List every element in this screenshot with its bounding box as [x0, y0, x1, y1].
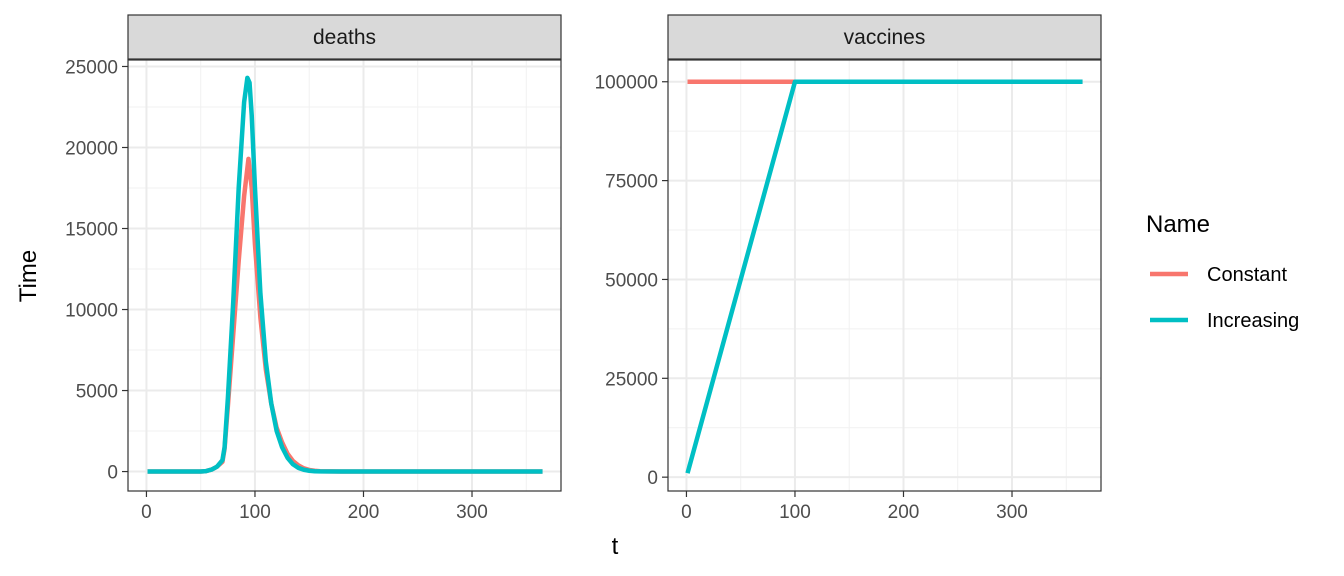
plot-background [128, 60, 561, 491]
x-tick-label: 0 [141, 502, 152, 523]
y-axis-title: Time [15, 250, 42, 302]
x-tick-label: 100 [779, 502, 811, 523]
series-line-increasing [147, 75, 543, 474]
y-tick-label: 0 [647, 468, 658, 489]
panel-deaths: deaths 0 100 200 300 0 5000 10000 15000 20000 2500… [65, 14, 562, 523]
facet-strip [127, 14, 562, 60]
plot-background [668, 60, 1101, 491]
panel-border [127, 59, 562, 492]
x-tick-label: 200 [348, 502, 380, 523]
legend-title: Name [1146, 211, 1210, 238]
x-tick-label: 300 [996, 502, 1028, 523]
y-tick-label: 15000 [65, 220, 118, 241]
legend-label-increasing: Increasing [1207, 310, 1299, 332]
facet-strip-label: deaths [313, 26, 376, 49]
panel-vaccines: vaccines 0 100 200 300 0 25000 50000 75000 100000 [595, 14, 1102, 523]
y-tick-label: 100000 [595, 73, 658, 94]
x-axis-title: t [612, 533, 619, 560]
facet-strip-label: vaccines [844, 26, 926, 49]
series-line-increasing [685, 79, 1083, 474]
y-tick-label: 0 [107, 463, 118, 484]
y-tick-label: 25000 [605, 369, 658, 390]
facet-strip [667, 14, 1102, 60]
y-tick-label: 50000 [605, 270, 658, 291]
x-tick-label: 0 [681, 502, 692, 523]
y-tick-label: 20000 [65, 138, 118, 159]
x-tick-label: 100 [239, 502, 271, 523]
panel-border [667, 59, 1102, 492]
y-tick-label: 5000 [76, 382, 118, 403]
x-tick-label: 200 [888, 502, 920, 523]
legend: Name Constant Increasing [1146, 211, 1299, 332]
legend-label-constant: Constant [1207, 264, 1287, 286]
x-tick-label: 300 [456, 502, 488, 523]
y-tick-label: 10000 [65, 301, 118, 322]
y-tick-label: 75000 [605, 172, 658, 193]
y-tick-label: 25000 [65, 57, 118, 78]
